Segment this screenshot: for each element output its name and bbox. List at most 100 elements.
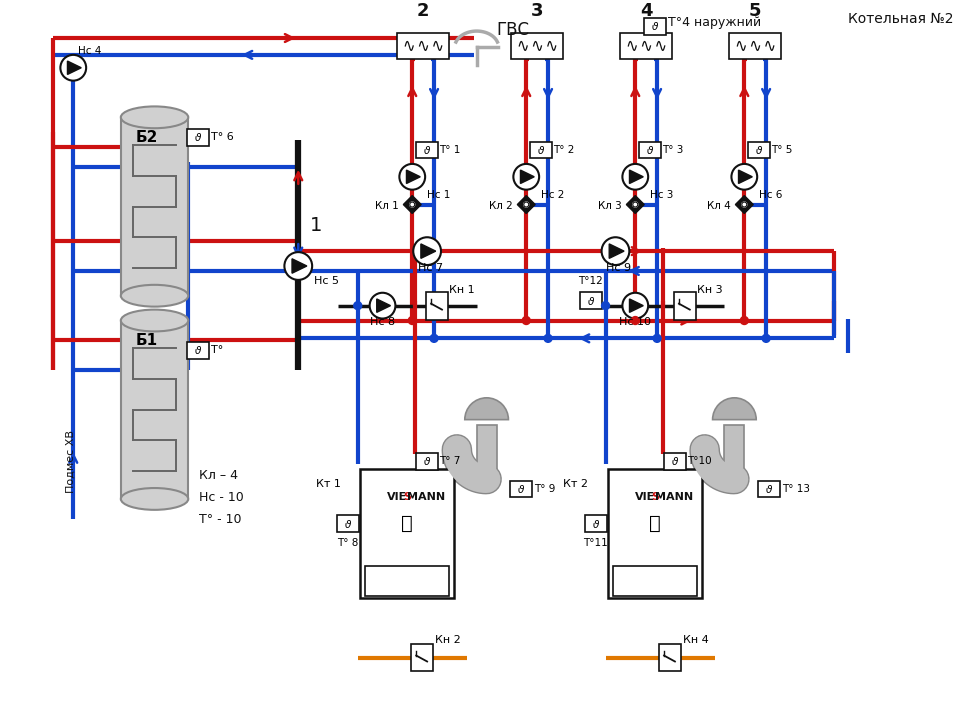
Text: $\vartheta$: $\vartheta$ [587, 295, 595, 307]
Text: $\vartheta$: $\vartheta$ [671, 455, 679, 467]
Polygon shape [376, 299, 390, 313]
Text: Нс 7: Нс 7 [417, 263, 443, 273]
Text: MANN: MANN [655, 492, 693, 502]
Text: S: S [404, 492, 412, 502]
Text: 2: 2 [416, 2, 429, 20]
Circle shape [740, 316, 749, 325]
Polygon shape [520, 170, 534, 184]
Polygon shape [629, 299, 643, 313]
Circle shape [369, 293, 395, 318]
Text: Т° 7: Т° 7 [439, 456, 461, 466]
Text: Кл 1: Кл 1 [374, 201, 398, 211]
Polygon shape [635, 196, 644, 214]
Bar [416, 453, 438, 470]
Bar [664, 453, 686, 470]
Bar [729, 33, 781, 59]
Text: Б1: Б1 [135, 333, 158, 348]
Text: Кн 1: Кн 1 [449, 285, 474, 295]
Text: Т°4 наружний: Т°4 наружний [668, 16, 761, 29]
Circle shape [523, 202, 529, 207]
Bar [660, 644, 681, 671]
Text: Нс 10: Нс 10 [619, 318, 652, 328]
Circle shape [602, 302, 610, 310]
Text: Нс 1: Нс 1 [427, 189, 451, 199]
Text: Т° 6: Т° 6 [211, 132, 234, 142]
Polygon shape [745, 196, 754, 214]
Polygon shape [404, 196, 413, 214]
Ellipse shape [121, 106, 188, 128]
Text: Т° 8: Т° 8 [337, 538, 359, 548]
Text: Т° - 10: Т° - 10 [199, 513, 242, 526]
Bar [674, 292, 696, 320]
Polygon shape [407, 170, 420, 184]
Polygon shape [610, 244, 624, 258]
Bar [476, 424, 497, 479]
Circle shape [284, 252, 313, 280]
Polygon shape [517, 196, 526, 214]
Circle shape [400, 164, 425, 190]
Text: ГВС: ГВС [497, 21, 529, 39]
Bar [530, 141, 552, 158]
Text: 4: 4 [640, 2, 653, 20]
Bar [749, 141, 770, 158]
Text: $\vartheta$: $\vartheta$ [194, 131, 202, 143]
Circle shape [523, 202, 529, 207]
Bar [724, 424, 745, 479]
Polygon shape [629, 170, 643, 184]
Text: VIE: VIE [635, 492, 655, 502]
Text: Т°11: Т°11 [583, 538, 608, 548]
Text: $\vartheta$: $\vartheta$ [765, 483, 773, 495]
Text: Кн 4: Кн 4 [683, 635, 709, 645]
Text: 🔥: 🔥 [402, 514, 414, 533]
Text: Т° 1: Т° 1 [439, 145, 461, 155]
Text: 1: 1 [310, 217, 322, 235]
Bar [366, 566, 450, 596]
Bar [121, 118, 188, 295]
Bar [512, 33, 563, 59]
Circle shape [622, 164, 648, 190]
Text: $\vartheta$: $\vartheta$ [423, 144, 431, 156]
Text: $\vartheta$: $\vartheta$ [755, 144, 763, 156]
Bar [412, 644, 433, 671]
Text: Нс 8: Нс 8 [370, 318, 395, 328]
Text: $\vartheta$: $\vartheta$ [646, 144, 655, 156]
Text: Т° 3: Т° 3 [662, 145, 683, 155]
Circle shape [430, 334, 438, 342]
Circle shape [731, 164, 758, 190]
Circle shape [742, 202, 747, 207]
Bar [608, 469, 703, 598]
Text: $\vartheta$: $\vartheta$ [194, 344, 202, 356]
Polygon shape [626, 196, 635, 214]
Polygon shape [413, 196, 421, 214]
Bar [416, 141, 438, 158]
Bar [612, 566, 697, 596]
Text: $\vartheta$: $\vartheta$ [344, 518, 352, 530]
Text: Нс 9: Нс 9 [606, 263, 631, 273]
Text: MANN: MANN [408, 492, 446, 502]
Text: Б2: Б2 [135, 130, 158, 145]
Polygon shape [68, 61, 81, 75]
Text: Кл – 4: Кл – 4 [199, 469, 238, 482]
Bar [580, 293, 602, 309]
Bar [639, 141, 662, 158]
Polygon shape [420, 244, 436, 258]
Bar [398, 33, 449, 59]
Text: 🔥: 🔥 [649, 514, 661, 533]
Text: $\vartheta$: $\vartheta$ [651, 20, 660, 32]
Wedge shape [712, 398, 757, 419]
Text: Т° 9: Т° 9 [534, 484, 556, 494]
Polygon shape [739, 170, 753, 184]
Circle shape [762, 334, 770, 342]
Text: Нс 6: Нс 6 [760, 189, 783, 199]
Text: Кл 4: Кл 4 [707, 201, 730, 211]
Circle shape [653, 334, 662, 342]
Bar [511, 480, 532, 498]
Circle shape [631, 316, 639, 325]
Text: 3: 3 [531, 2, 543, 20]
Circle shape [602, 237, 629, 265]
Text: Кт 1: Кт 1 [316, 479, 340, 489]
Circle shape [633, 202, 638, 207]
Wedge shape [465, 398, 509, 419]
Bar [361, 469, 455, 598]
Ellipse shape [121, 285, 188, 307]
